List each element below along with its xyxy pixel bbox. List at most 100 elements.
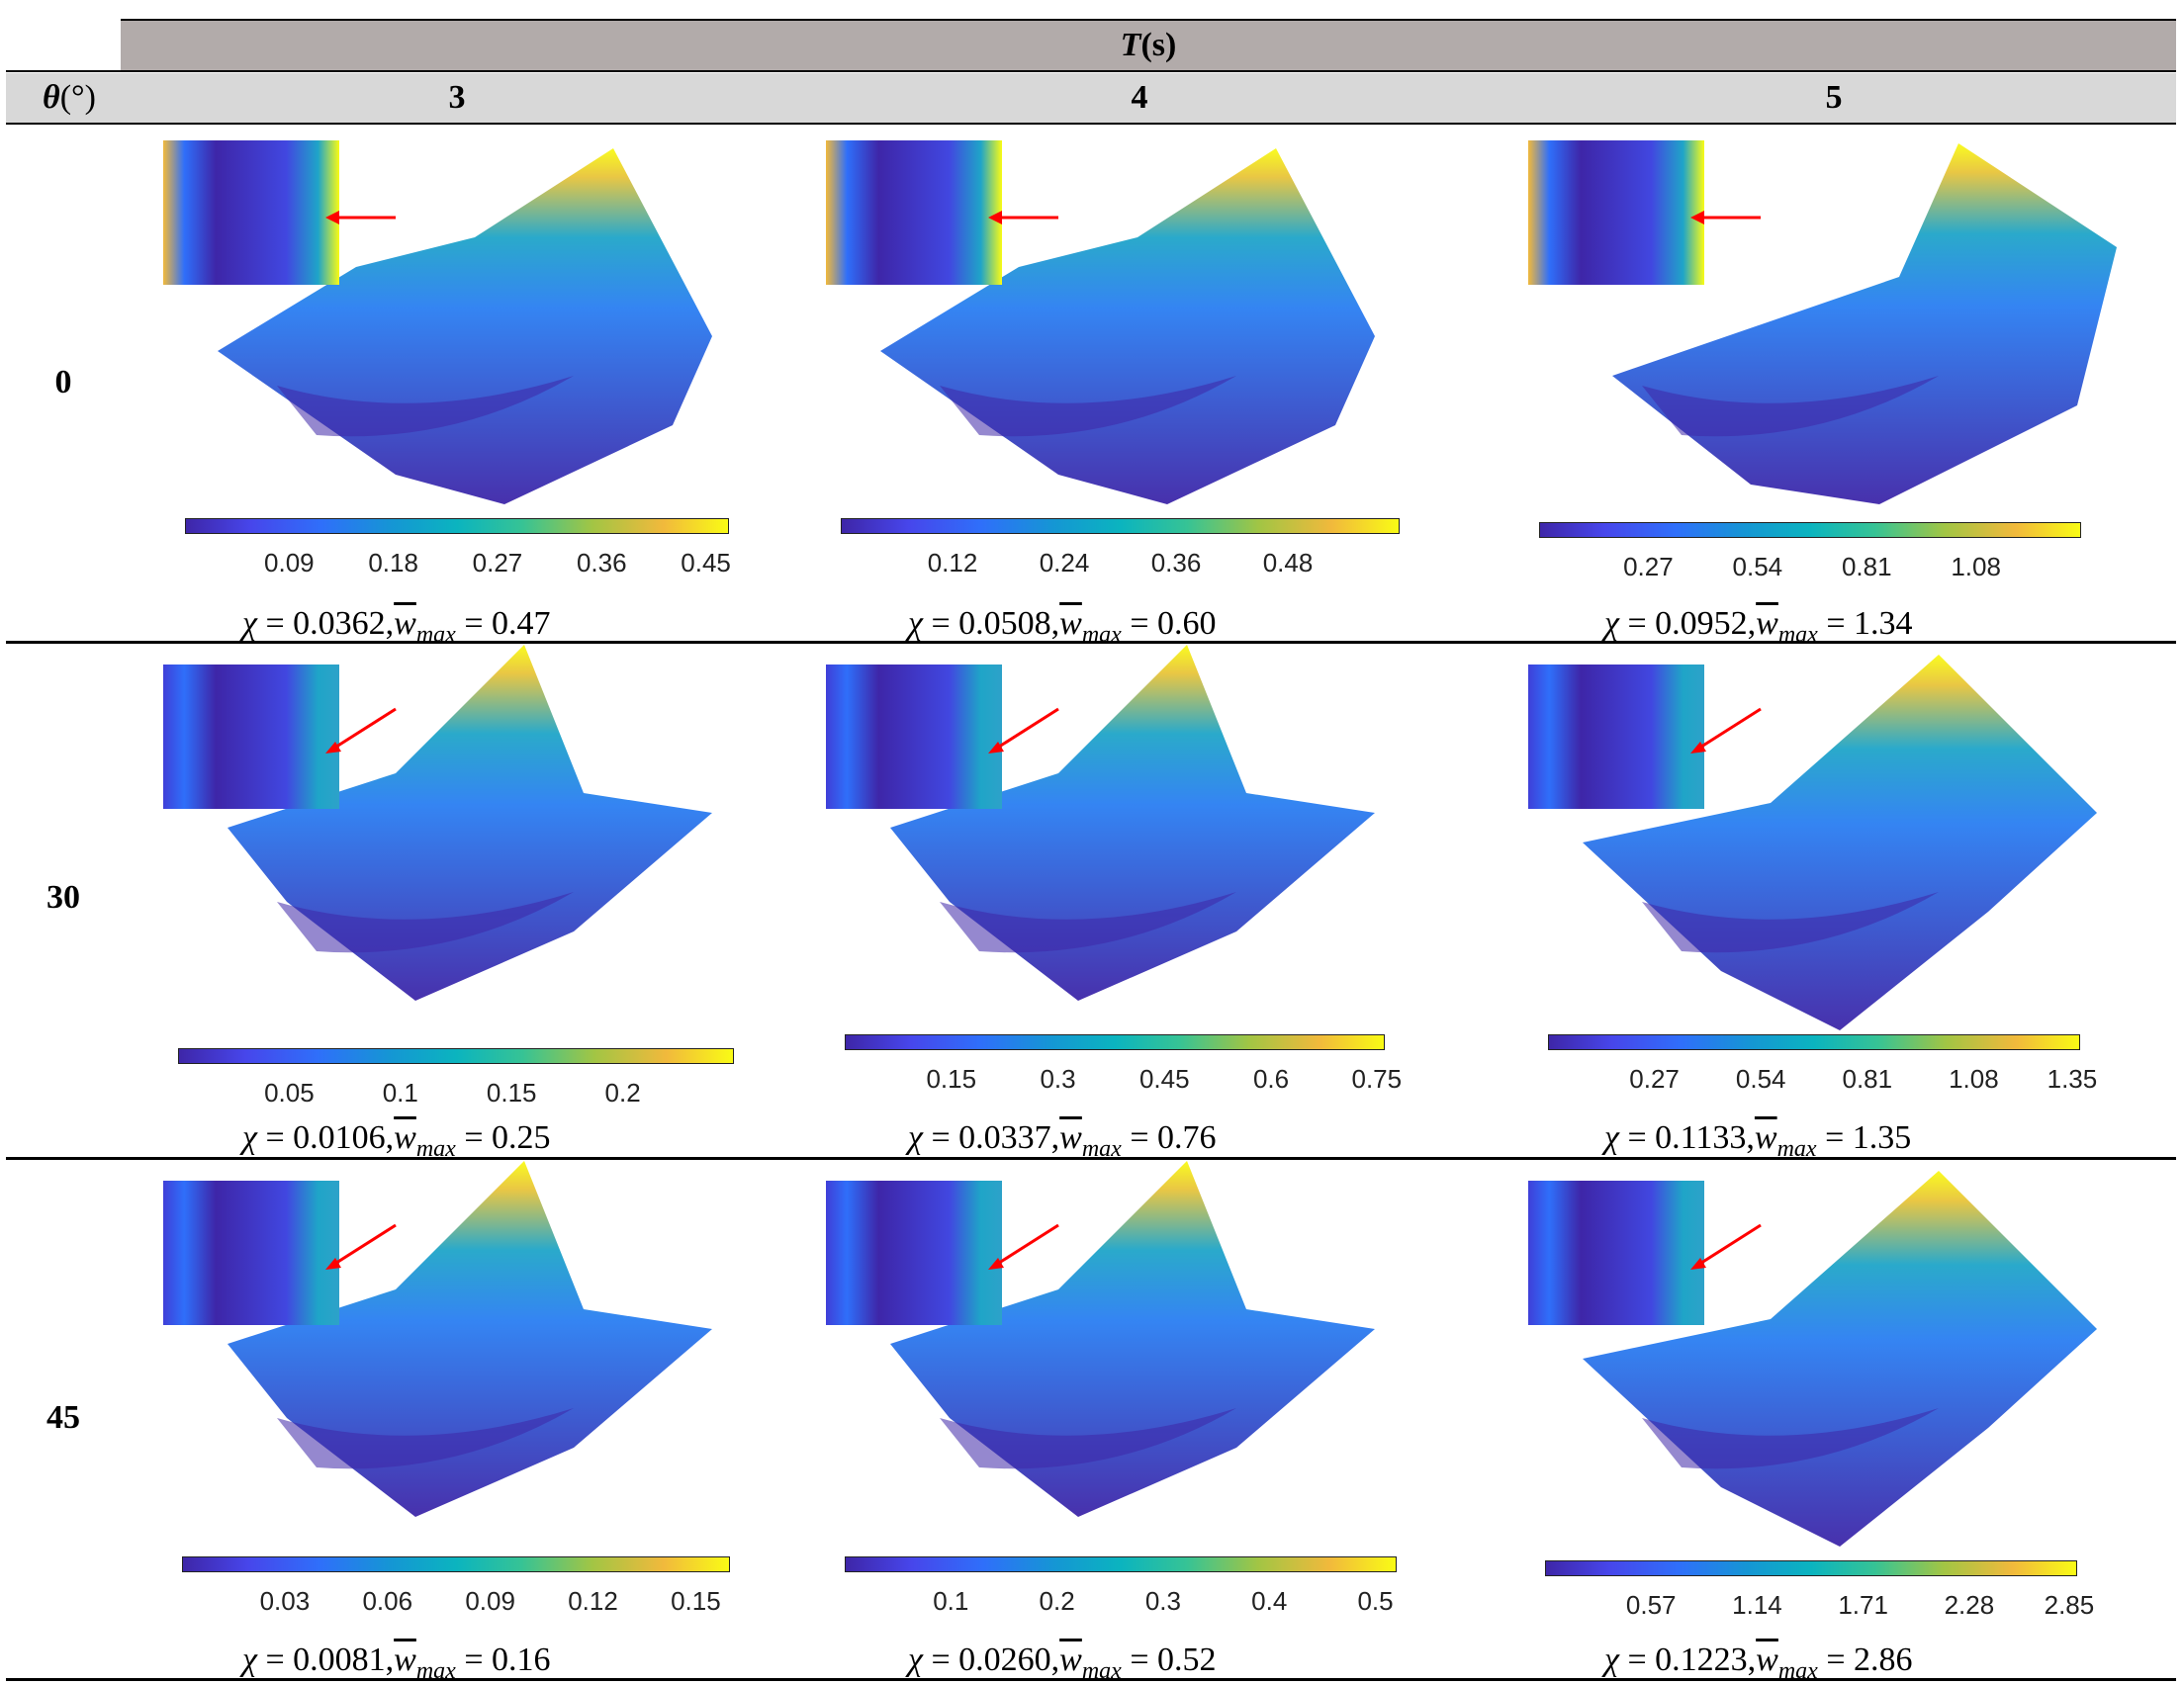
colorbar bbox=[1548, 1034, 2080, 1050]
caption-part: 0.25 bbox=[492, 1119, 551, 1156]
colorbar-tick-label: 0.15 bbox=[486, 1078, 537, 1108]
colorbar-ticks: 0.27 0.54 0.81 1.08 bbox=[1539, 552, 2081, 581]
direction-arrow-icon bbox=[325, 707, 397, 754]
caption-part: max bbox=[1081, 621, 1122, 648]
colorbar-ticks: 0.1 0.2 0.3 0.4 0.5 bbox=[845, 1586, 1397, 1616]
cell-caption: χ = 0.0260,wmax = 0.52 bbox=[908, 1641, 1217, 1684]
inset-top-view bbox=[826, 1181, 1002, 1325]
caption-part: max bbox=[415, 1657, 456, 1684]
direction-arrow-icon bbox=[1690, 707, 1762, 754]
caption-part: 0.0362 bbox=[293, 605, 386, 642]
caption-part: , bbox=[1050, 1641, 1060, 1678]
colorbar-tick-label: 0.3 bbox=[1040, 1064, 1076, 1094]
colorbar-tick-label: 0.12 bbox=[568, 1586, 618, 1616]
colorbar-tick-label: 2.85 bbox=[2044, 1590, 2095, 1620]
caption-part: = bbox=[922, 1641, 959, 1678]
caption-part: = bbox=[1817, 1641, 1855, 1678]
column-header-row: θ (°) 3 4 5 bbox=[6, 73, 2176, 123]
colorbar-tick-label: 0.5 bbox=[1357, 1586, 1394, 1616]
surface-plot bbox=[1612, 143, 2117, 504]
inset-top-view bbox=[163, 665, 339, 809]
bottom-rule bbox=[6, 1678, 2176, 1681]
colorbar-tick-label: 0.27 bbox=[1629, 1064, 1680, 1094]
caption-part: χ bbox=[908, 1119, 923, 1156]
colorbar-tick-label: 0.06 bbox=[362, 1586, 413, 1616]
inset-top-view bbox=[826, 665, 1002, 809]
inset-top-view bbox=[1528, 140, 1704, 285]
caption-part: max bbox=[415, 621, 456, 648]
cell-0-1 bbox=[821, 129, 1533, 631]
colorbar-tick-label: 0.6 bbox=[1252, 1064, 1290, 1094]
surface-plot bbox=[1583, 1171, 2097, 1547]
caption-part: max bbox=[1777, 1657, 1818, 1684]
column-group-symbol: T bbox=[1120, 27, 1141, 63]
caption-part: χ bbox=[908, 605, 923, 642]
colorbar bbox=[845, 1556, 1397, 1572]
cell-2-2 bbox=[1523, 1161, 2184, 1663]
cell-2-0 bbox=[158, 1161, 870, 1663]
caption-part: = bbox=[1121, 1641, 1158, 1678]
inset-top-view bbox=[826, 140, 1002, 285]
colorbar bbox=[182, 1556, 730, 1572]
cell-0-0 bbox=[158, 129, 870, 631]
caption-part: = bbox=[1817, 605, 1855, 642]
caption-part: 0.52 bbox=[1157, 1641, 1217, 1678]
colorbar-tick-label: 0.81 bbox=[1841, 552, 1892, 581]
surface-plot bbox=[228, 645, 712, 1001]
row-header-symbol: θ bbox=[43, 79, 60, 116]
caption-part: w bbox=[394, 605, 416, 642]
caption-part: , bbox=[385, 1641, 395, 1678]
colorbar-tick-label: 0.27 bbox=[1623, 552, 1674, 581]
colorbar-tick-label: 1.08 bbox=[1949, 1064, 1999, 1094]
caption-part: = bbox=[922, 605, 959, 642]
colorbar-ticks: 0.57 1.14 1.71 2.28 2.85 bbox=[1545, 1590, 2094, 1620]
colorbar-tick-label: 0.1 bbox=[933, 1586, 969, 1616]
colorbar-tick-label: 0.36 bbox=[1150, 548, 1202, 577]
caption-part: 0.1223 bbox=[1655, 1641, 1748, 1678]
colorbar-tick-label: 0.45 bbox=[1138, 1064, 1190, 1094]
inset-top-view bbox=[163, 140, 339, 285]
caption-part: , bbox=[1747, 605, 1757, 642]
cell-caption: χ = 0.0337,wmax = 0.76 bbox=[908, 1119, 1217, 1162]
cell-caption: χ = 0.1133,wmax = 1.35 bbox=[1604, 1119, 1911, 1162]
caption-part: w bbox=[1059, 1119, 1082, 1156]
caption-part: w bbox=[1059, 605, 1082, 642]
colorbar-tick-label: 0.81 bbox=[1842, 1064, 1893, 1094]
caption-part: = bbox=[1121, 605, 1158, 642]
caption-part: max bbox=[1081, 1135, 1122, 1162]
caption-part: 0.1133 bbox=[1655, 1119, 1747, 1156]
caption-part: max bbox=[415, 1135, 456, 1162]
caption-part: 0.47 bbox=[492, 605, 551, 642]
caption-part: = bbox=[1618, 605, 1656, 642]
colorbar-tick-label: 0.05 bbox=[264, 1078, 315, 1108]
cell-1-2 bbox=[1523, 645, 2184, 1147]
colorbar-ticks: 0.09 0.18 0.27 0.36 0.45 bbox=[185, 548, 731, 577]
caption-part: χ bbox=[242, 1119, 257, 1156]
colorbar-tick-label: 0.36 bbox=[576, 548, 627, 577]
caption-part: 0.0952 bbox=[1655, 605, 1748, 642]
caption-part: χ bbox=[242, 1641, 257, 1678]
caption-part: = bbox=[455, 1641, 493, 1678]
caption-part: = bbox=[1618, 1641, 1656, 1678]
colorbar-tick-label: 1.35 bbox=[2047, 1064, 2098, 1094]
row-rule-1 bbox=[6, 641, 2176, 644]
colorbar-ticks: 0.15 0.3 0.45 0.6 0.75 bbox=[845, 1064, 1402, 1094]
column-group-header: T (s) bbox=[121, 21, 2176, 70]
caption-part: max bbox=[1777, 621, 1818, 648]
caption-part: w bbox=[394, 1119, 416, 1156]
caption-part: 0.0106 bbox=[293, 1119, 386, 1156]
colorbar-tick-label: 0.54 bbox=[1732, 552, 1783, 581]
colorbar-tick-label: 0.4 bbox=[1251, 1586, 1288, 1616]
caption-part: χ bbox=[1604, 1119, 1619, 1156]
colorbar-tick-label: 0.54 bbox=[1735, 1064, 1786, 1094]
caption-part: 0.16 bbox=[492, 1641, 551, 1678]
colorbar-ticks: 0.05 0.1 0.15 0.2 bbox=[178, 1078, 734, 1108]
caption-part: w bbox=[1756, 605, 1778, 642]
direction-arrow-icon bbox=[1690, 1223, 1762, 1270]
surface-plot bbox=[880, 148, 1375, 504]
colorbar-tick-label: 0.45 bbox=[681, 548, 731, 577]
caption-part: w bbox=[394, 1641, 416, 1678]
colorbar bbox=[185, 518, 729, 534]
column-header-0: 3 bbox=[448, 79, 466, 116]
colorbar-tick-label: 1.08 bbox=[1951, 552, 2001, 581]
